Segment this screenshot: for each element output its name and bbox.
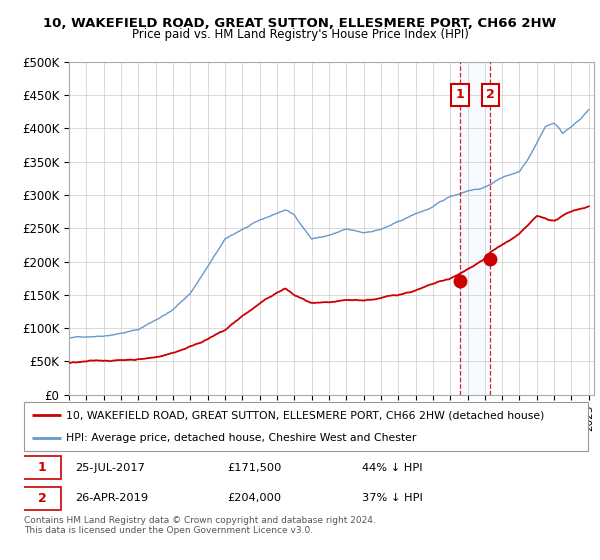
Text: 26-APR-2019: 26-APR-2019: [75, 493, 148, 503]
Text: 1: 1: [455, 88, 464, 101]
Text: This data is licensed under the Open Government Licence v3.0.: This data is licensed under the Open Gov…: [24, 526, 313, 535]
Text: 1: 1: [38, 461, 46, 474]
Text: Contains HM Land Registry data © Crown copyright and database right 2024.: Contains HM Land Registry data © Crown c…: [24, 516, 376, 525]
FancyBboxPatch shape: [24, 402, 588, 451]
Text: 2: 2: [38, 492, 46, 505]
Text: 44% ↓ HPI: 44% ↓ HPI: [362, 463, 423, 473]
Text: 2: 2: [486, 88, 495, 101]
Text: 10, WAKEFIELD ROAD, GREAT SUTTON, ELLESMERE PORT, CH66 2HW: 10, WAKEFIELD ROAD, GREAT SUTTON, ELLESM…: [43, 17, 557, 30]
Text: £204,000: £204,000: [227, 493, 281, 503]
Text: 10, WAKEFIELD ROAD, GREAT SUTTON, ELLESMERE PORT, CH66 2HW (detached house): 10, WAKEFIELD ROAD, GREAT SUTTON, ELLESM…: [66, 410, 545, 421]
FancyBboxPatch shape: [23, 456, 61, 479]
FancyBboxPatch shape: [23, 487, 61, 510]
Text: 37% ↓ HPI: 37% ↓ HPI: [362, 493, 423, 503]
Text: Price paid vs. HM Land Registry's House Price Index (HPI): Price paid vs. HM Land Registry's House …: [131, 28, 469, 41]
Text: £171,500: £171,500: [227, 463, 281, 473]
Text: 25-JUL-2017: 25-JUL-2017: [75, 463, 145, 473]
Text: HPI: Average price, detached house, Cheshire West and Chester: HPI: Average price, detached house, Ches…: [66, 433, 416, 444]
Bar: [460, 62, 490, 395]
